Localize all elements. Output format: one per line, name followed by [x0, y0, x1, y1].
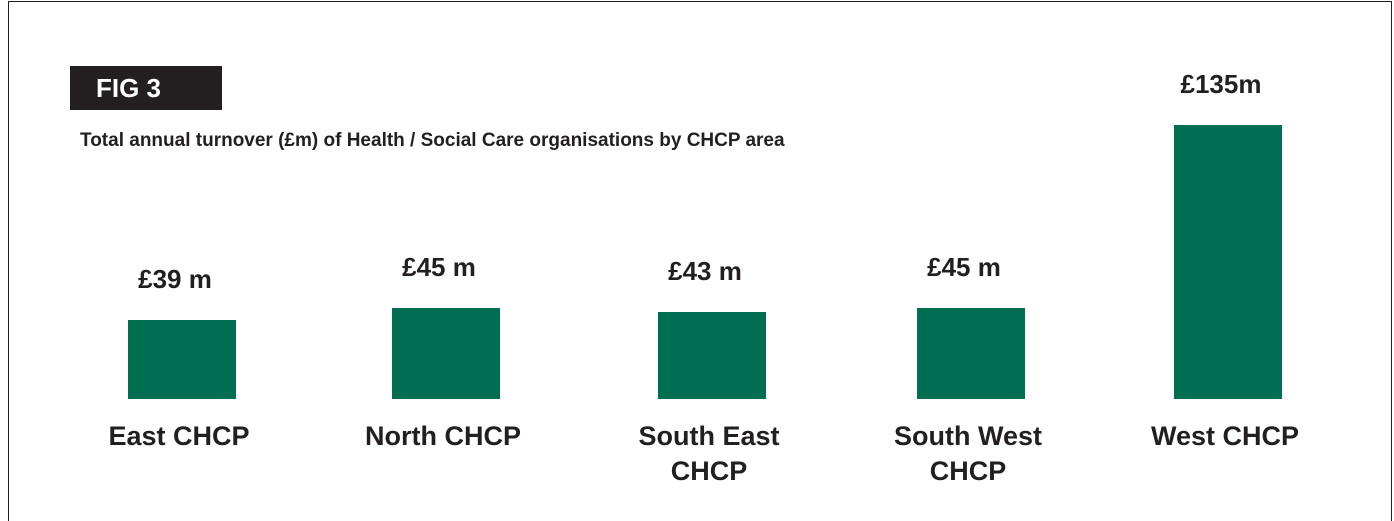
value-label: £43 m [668, 255, 742, 286]
chart-title: FIG 3 [70, 66, 222, 110]
value-label: £45 m [927, 251, 1001, 282]
bar [658, 311, 766, 399]
x-tick-label: North CHCP [365, 421, 521, 451]
bar [1174, 125, 1282, 399]
x-tick-label: West CHCP [1150, 421, 1300, 451]
x-tick-label: South West CHCP [894, 421, 1042, 486]
value-label: £45 m [402, 251, 476, 282]
chart-subtitle: Total annual turnover (£m) of Health / S… [80, 130, 785, 151]
value-label: £135m [1180, 69, 1262, 99]
value-label: £39 m [138, 263, 212, 294]
x-tick-label: East CHCP [108, 421, 250, 451]
x-tick-label: South East CHCP [638, 421, 780, 486]
frame [8, 1, 1392, 521]
bar [128, 319, 236, 399]
bar [392, 307, 500, 399]
bar [917, 307, 1025, 399]
